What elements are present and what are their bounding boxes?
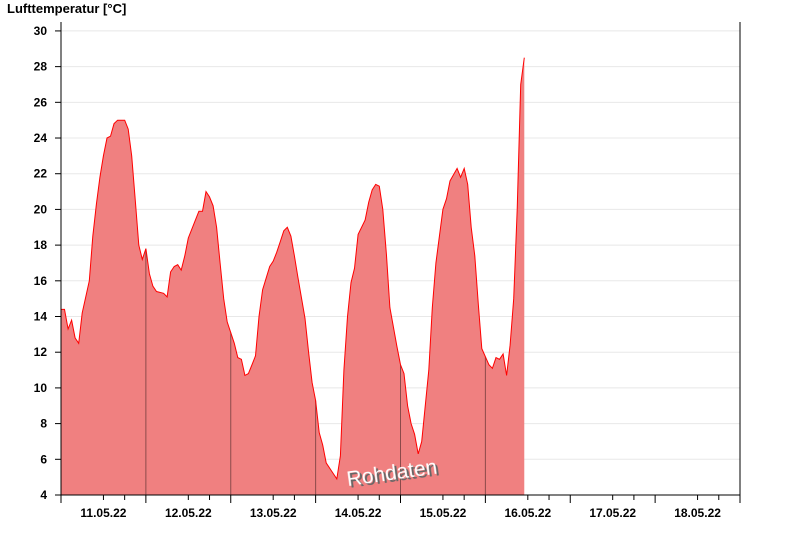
y-tick-label: 10 bbox=[34, 381, 48, 395]
y-tick-label: 30 bbox=[34, 24, 48, 38]
x-tick-label: 13.05.22 bbox=[250, 506, 297, 520]
y-tick-label: 22 bbox=[34, 167, 48, 181]
x-tick-label: 12.05.22 bbox=[165, 506, 212, 520]
y-tick-label: 4 bbox=[40, 488, 47, 502]
series-line bbox=[61, 57, 525, 481]
area-fill bbox=[61, 57, 525, 495]
y-tick-label: 6 bbox=[40, 452, 47, 466]
y-tick-label: 16 bbox=[34, 274, 48, 288]
y-tick-label: 18 bbox=[34, 238, 48, 252]
y-tick-label: 26 bbox=[34, 95, 48, 109]
x-tick-label: 18.05.22 bbox=[674, 506, 721, 520]
x-tick-label: 16.05.22 bbox=[504, 506, 551, 520]
y-tick-label: 20 bbox=[34, 202, 48, 216]
x-tick-label: 14.05.22 bbox=[335, 506, 382, 520]
x-tick-label: 15.05.22 bbox=[420, 506, 467, 520]
y-tick-label: 14 bbox=[34, 310, 48, 324]
y-tick-label: 28 bbox=[34, 60, 48, 74]
x-tick-label: 11.05.22 bbox=[80, 506, 126, 520]
y-tick-label: 12 bbox=[34, 345, 48, 359]
chart-title: Lufttemperatur [°C] bbox=[7, 1, 127, 16]
y-tick-label: 8 bbox=[40, 417, 47, 431]
y-tick-label: 24 bbox=[34, 131, 48, 145]
x-tick-label: 17.05.22 bbox=[589, 506, 636, 520]
